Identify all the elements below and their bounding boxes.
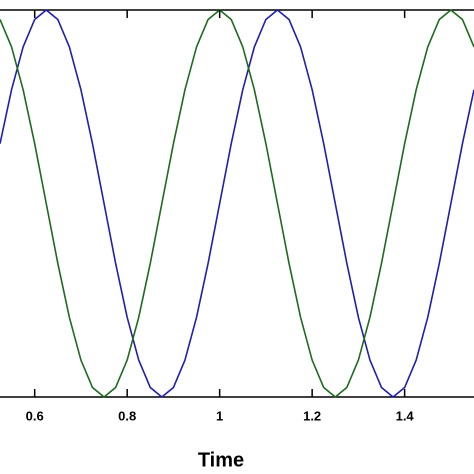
lines [0,9,474,398]
x-tick-label: 1.4 [396,408,415,423]
series-line [0,9,474,398]
x-tick-label: 1 [216,408,223,423]
x-tick-label: 0.6 [26,408,44,423]
x-axis-title: Time [198,449,244,471]
series-line [0,9,474,398]
x-tick-label: 1.2 [303,408,321,423]
x-tick-label: 0.8 [118,408,136,423]
